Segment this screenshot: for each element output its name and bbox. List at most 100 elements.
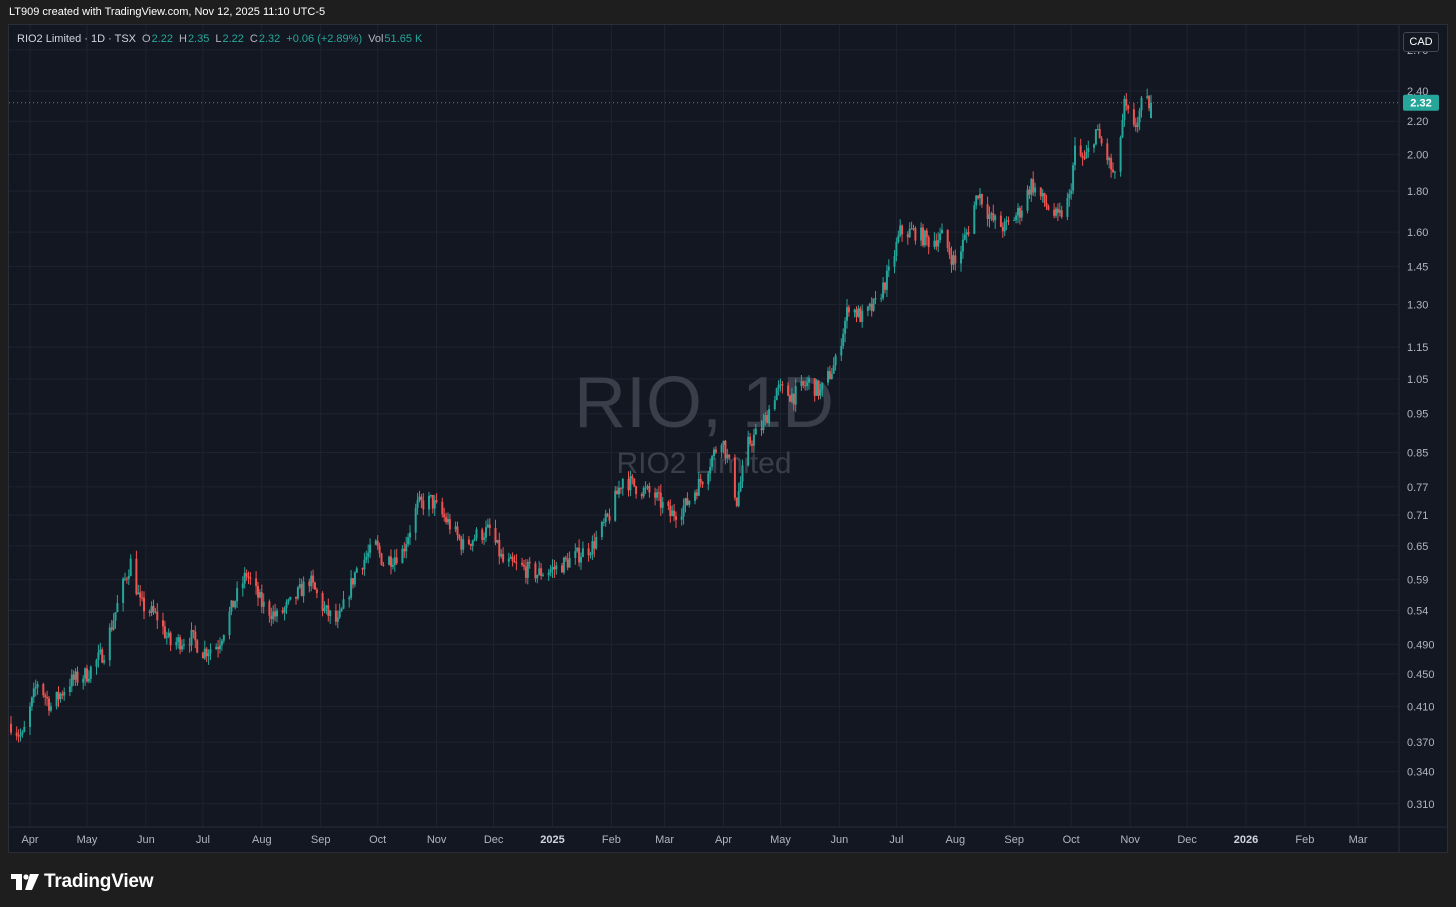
- y-tick-label: 0.490: [1407, 639, 1435, 651]
- candle-body: [469, 544, 472, 546]
- candle-body: [684, 498, 687, 506]
- candle-body: [701, 481, 704, 485]
- candle-body: [1039, 187, 1042, 197]
- candle-body: [673, 510, 676, 517]
- candle-body: [108, 627, 111, 661]
- legend-close: C 2.32: [250, 33, 280, 45]
- candle-body: [840, 345, 843, 356]
- candle-body: [84, 668, 87, 679]
- candle-body: [1150, 102, 1152, 119]
- candle-body: [711, 456, 714, 467]
- candle-body: [882, 282, 885, 299]
- candle-body: [443, 514, 446, 518]
- candle-body: [695, 492, 698, 496]
- candle-body: [768, 409, 771, 424]
- candle-body: [1066, 198, 1069, 217]
- candle-body: [954, 255, 957, 264]
- x-tick-label: Feb: [602, 834, 621, 846]
- candle-body: [960, 251, 962, 264]
- candle-body: [361, 568, 364, 570]
- candle-body: [884, 282, 886, 290]
- candle-body: [1060, 210, 1063, 217]
- candle-body: [937, 240, 940, 247]
- candle-body: [209, 649, 212, 654]
- candle-body: [1074, 145, 1076, 166]
- candle-body: [688, 500, 691, 505]
- watermark-title: RIO, 1D: [574, 363, 834, 443]
- candle-body: [44, 695, 47, 698]
- candle-body: [1068, 193, 1071, 199]
- candle-body: [713, 449, 715, 457]
- candle-body: [524, 566, 527, 578]
- candle-body: [866, 306, 869, 311]
- candle-body: [190, 630, 193, 646]
- x-tick-label: Dec: [1177, 834, 1197, 846]
- candle-body: [498, 540, 501, 557]
- candle-body: [179, 637, 182, 650]
- candle-body: [766, 415, 769, 424]
- candle-body: [418, 496, 421, 500]
- candle-body: [76, 671, 79, 683]
- candle-body: [992, 213, 995, 221]
- candle-body: [777, 385, 780, 389]
- candle-body: [773, 400, 776, 410]
- candle-body: [581, 548, 584, 558]
- candle-body: [165, 636, 168, 638]
- candle-body: [1007, 220, 1010, 222]
- candle-body: [219, 645, 221, 650]
- legend-open: O 2.22: [142, 33, 173, 45]
- candle-body: [156, 611, 159, 621]
- candle-body: [1034, 187, 1037, 193]
- candle-body: [589, 554, 592, 556]
- candle-body: [268, 601, 271, 616]
- x-tick-label: Apr: [715, 834, 732, 846]
- candle-body: [1132, 109, 1135, 125]
- candle-body: [726, 454, 729, 458]
- candle-body: [72, 674, 75, 680]
- candle-body: [764, 415, 767, 421]
- candle-body: [163, 626, 166, 638]
- candle-body: [509, 556, 512, 559]
- candle-body: [363, 559, 366, 570]
- candle-body: [973, 205, 976, 234]
- candle-body: [600, 522, 603, 537]
- candle-body: [1045, 202, 1048, 207]
- x-tick-label: May: [77, 834, 98, 846]
- legend-change: +0.06 (+2.89%): [286, 33, 363, 45]
- legend-low-label: L: [215, 33, 222, 45]
- candle-body: [87, 678, 90, 682]
- candle-body: [481, 529, 484, 540]
- candle-body: [551, 567, 554, 570]
- candle-body: [68, 686, 71, 693]
- candle-body: [631, 476, 634, 479]
- candle-body: [1087, 147, 1090, 152]
- candle-body: [367, 552, 370, 557]
- candle-body: [287, 599, 290, 603]
- candle-body: [724, 440, 727, 458]
- candle-body: [82, 678, 85, 683]
- candle-body: [15, 732, 18, 736]
- candle-body: [906, 234, 909, 238]
- candle-body: [42, 684, 45, 696]
- candle-body: [667, 501, 670, 506]
- legend-symbol-name[interactable]: RIO2 Limited · 1D · TSX: [17, 33, 136, 45]
- legend-high-value: 2.35: [187, 33, 210, 45]
- candle-body: [46, 697, 49, 699]
- candle-body: [629, 476, 632, 491]
- currency-button[interactable]: CAD: [1403, 32, 1439, 52]
- candle-body: [502, 553, 505, 562]
- candle-body: [1110, 157, 1113, 170]
- candle-body: [1085, 151, 1088, 159]
- candle-body: [57, 691, 60, 700]
- candle-body: [175, 642, 178, 646]
- candle-body: [804, 385, 807, 387]
- candle-body: [802, 381, 805, 386]
- candle-body: [739, 481, 742, 492]
- candle-body: [549, 569, 552, 573]
- candle-body: [228, 611, 231, 636]
- candle-body: [885, 270, 888, 290]
- candle-body: [245, 572, 248, 577]
- candle-body: [910, 228, 913, 230]
